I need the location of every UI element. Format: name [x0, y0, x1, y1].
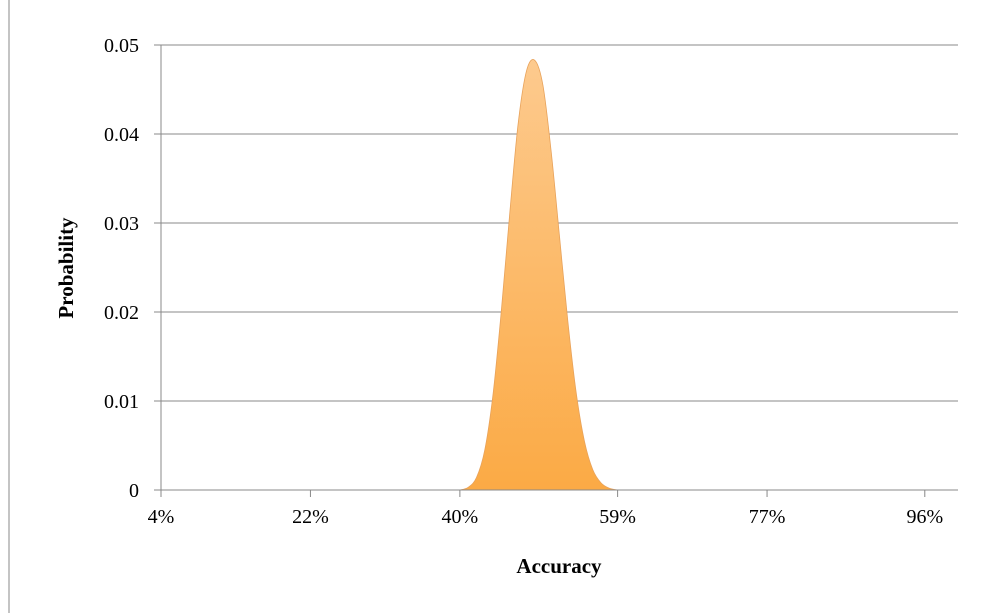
y-tick-label: 0.01 — [104, 391, 139, 413]
y-tick-label: 0.02 — [104, 302, 139, 324]
plot-area — [459, 59, 618, 491]
y-tick-label: 0.04 — [104, 124, 139, 146]
x-tick-label: 22% — [292, 506, 329, 528]
y-tick-label: 0 — [129, 480, 139, 502]
y-tick-label: 0.05 — [104, 35, 139, 57]
x-axis-title: Accuracy — [516, 554, 602, 578]
x-tick-label: 77% — [749, 506, 786, 528]
axes — [160, 45, 958, 497]
x-tick-labels: 4% 22% 40% 59% 77% 96% — [148, 506, 943, 528]
y-tick-labels: 0 0.01 0.02 0.03 0.04 0.05 — [104, 35, 139, 502]
area-series — [459, 59, 618, 491]
x-tick-label: 4% — [148, 506, 175, 528]
x-tick-label: 59% — [599, 506, 636, 528]
x-tick-label: 40% — [442, 506, 479, 528]
y-axis-title: Probability — [54, 217, 78, 319]
x-tick-label: 96% — [906, 506, 943, 528]
y-tick-label: 0.03 — [104, 213, 139, 235]
